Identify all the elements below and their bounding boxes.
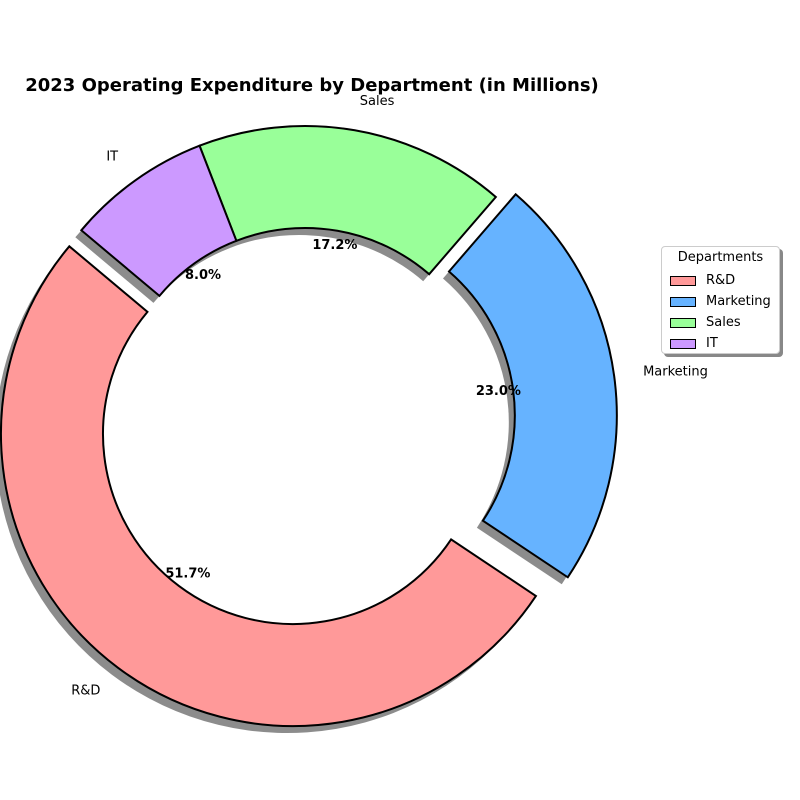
- chart-title: 2023 Operating Expenditure by Department…: [25, 75, 599, 96]
- legend-swatch-marketing: [670, 296, 696, 307]
- legend-title: Departments: [677, 250, 764, 265]
- legend-swatch-it: [670, 338, 696, 349]
- legend-swatch-r-d: [670, 275, 696, 286]
- legend-entry-r-d: R&D: [670, 270, 771, 291]
- slice-sales: [198, 125, 498, 276]
- slice-label-r-d: R&D: [71, 684, 100, 699]
- legend-entries: R&D Marketing Sales IT: [670, 270, 771, 354]
- legend-label-marketing: Marketing: [706, 294, 771, 309]
- label-layer: R&D 51.7% Marketing 23.0% Sales 17.2% IT 8.0%: [71, 94, 708, 699]
- percent-label-marketing: 23.0%: [476, 384, 521, 399]
- percent-label-sales: 17.2%: [312, 238, 357, 253]
- slice-label-it: IT: [106, 149, 118, 164]
- slice-it: [79, 144, 238, 298]
- slice-r-d: [0, 244, 538, 728]
- legend-swatch-sales: [670, 317, 696, 328]
- legend: Departments R&D Marketing Sales IT: [661, 246, 780, 354]
- legend-entry-sales: Sales: [670, 312, 771, 333]
- slice-label-sales: Sales: [360, 94, 395, 109]
- slice-marketing: [447, 192, 618, 579]
- legend-label-it: IT: [706, 336, 718, 351]
- legend-label-sales: Sales: [706, 315, 741, 330]
- legend-entry-it: IT: [670, 333, 771, 354]
- legend-label-r-d: R&D: [706, 273, 736, 288]
- percent-label-it: 8.0%: [185, 268, 221, 283]
- slice-label-marketing: Marketing: [643, 365, 708, 380]
- legend-entry-marketing: Marketing: [670, 291, 771, 312]
- percent-label-r-d: 51.7%: [165, 567, 210, 582]
- slice-layer: [0, 125, 618, 728]
